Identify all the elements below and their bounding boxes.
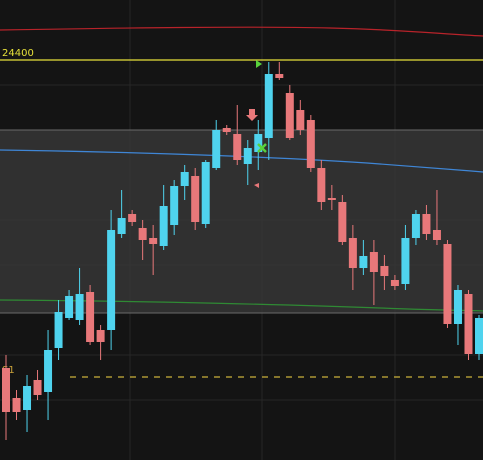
value-area-band (0, 130, 483, 313)
candle-body (96, 330, 105, 342)
candles (2, 62, 483, 440)
candle-body (212, 130, 221, 168)
signal-marker (256, 60, 262, 68)
candle-body (170, 186, 179, 225)
candle-body (75, 294, 84, 320)
candle-body (222, 128, 231, 132)
candle-body (54, 312, 63, 348)
candle-body (380, 266, 389, 276)
candle-body (44, 350, 53, 392)
candle-body (275, 74, 284, 78)
signal-marker (254, 183, 259, 188)
candle-body (107, 230, 116, 330)
upper-band-line (0, 26, 483, 37)
candle-body (33, 380, 42, 395)
candle-body (443, 244, 452, 324)
candle-body (201, 162, 210, 224)
mid-line (0, 149, 483, 173)
candle-body (422, 214, 431, 234)
candle-body (338, 202, 347, 242)
candle-body (243, 148, 252, 164)
candle-body (233, 134, 242, 160)
candle-body (411, 214, 420, 238)
candle-body (264, 74, 273, 138)
candle-body (128, 214, 137, 222)
candle-body (401, 238, 410, 284)
candle-body (86, 292, 95, 342)
candle-body (296, 110, 305, 130)
candle-body (306, 120, 315, 168)
candle-body (254, 134, 263, 152)
candle-body (432, 230, 441, 240)
candle-body (159, 206, 168, 246)
candle-body (23, 386, 32, 410)
candle-body (2, 368, 10, 412)
candle-body (180, 172, 189, 186)
candle-body (464, 294, 473, 354)
candle-body (285, 93, 294, 138)
level-label: 24400 (2, 48, 34, 59)
candle-body (12, 398, 21, 412)
candle-body (475, 318, 483, 354)
candle-body (369, 252, 378, 272)
sell-arrow (246, 109, 258, 121)
candle-body (191, 176, 200, 222)
candle-body (390, 280, 399, 286)
candle-body (138, 228, 147, 240)
candle-body (359, 256, 368, 268)
candle-body (453, 290, 462, 324)
cross-marker (257, 143, 267, 153)
candle-body (348, 238, 357, 268)
candle-body (149, 238, 158, 244)
candle-body (65, 296, 74, 318)
candle-body (117, 218, 126, 234)
candle-body (327, 198, 336, 200)
candle-body (317, 168, 326, 202)
